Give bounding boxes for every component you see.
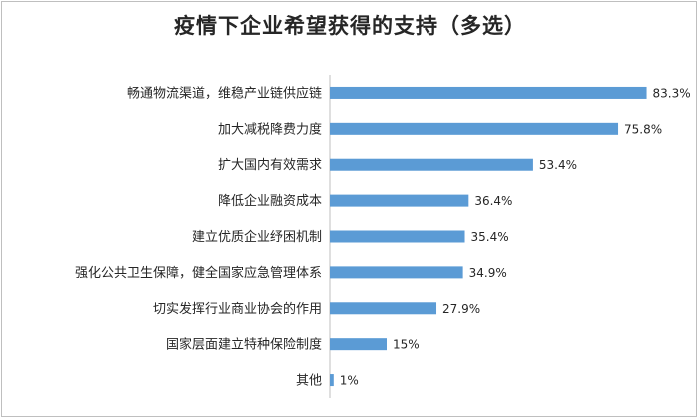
bar bbox=[330, 266, 463, 279]
value-label: 1% bbox=[340, 374, 359, 388]
category-label: 强化公共卫生保障，健全国家应急管理体系 bbox=[75, 265, 322, 281]
bar bbox=[330, 86, 647, 99]
value-labels-group: 83.3% 75.8% 53.4% 36.4% 35.4% 34.9% 27.9% 15% 1% bbox=[340, 86, 691, 387]
value-label: 27.9% bbox=[442, 302, 480, 316]
category-label: 扩大国内有效需求 bbox=[218, 157, 322, 173]
bar bbox=[330, 374, 334, 387]
category-label: 其他 bbox=[296, 374, 322, 389]
bars-group bbox=[330, 86, 647, 387]
chart-title: 疫情下企业希望获得的支持（多选） bbox=[174, 14, 526, 38]
value-label: 83.3% bbox=[653, 86, 691, 100]
bar bbox=[330, 122, 619, 135]
category-label: 切实发挥行业商业协会的作用 bbox=[153, 301, 322, 317]
category-labels-group: 畅通物流渠道，维稳产业链供应链加大减税降费力度扩大国内有效需求降低企业融资成本建… bbox=[75, 85, 322, 388]
bar bbox=[330, 230, 465, 243]
category-label: 建立优质企业纾困机制 bbox=[192, 229, 322, 245]
value-label: 75.8% bbox=[624, 122, 662, 136]
bar bbox=[330, 158, 533, 171]
bar bbox=[330, 194, 469, 207]
value-label: 36.4% bbox=[474, 194, 512, 208]
value-label: 15% bbox=[393, 338, 420, 352]
bar bbox=[330, 302, 437, 315]
value-label: 35.4% bbox=[471, 230, 509, 244]
category-label: 畅通物流渠道，维稳产业链供应链 bbox=[127, 85, 322, 101]
value-label: 34.9% bbox=[469, 266, 507, 280]
category-label: 加大减税降费力度 bbox=[218, 121, 322, 137]
category-label: 降低企业融资成本 bbox=[218, 193, 322, 209]
value-label: 53.4% bbox=[539, 158, 577, 172]
category-label: 国家层面建立特种保险制度 bbox=[166, 337, 322, 353]
bar bbox=[330, 338, 387, 351]
